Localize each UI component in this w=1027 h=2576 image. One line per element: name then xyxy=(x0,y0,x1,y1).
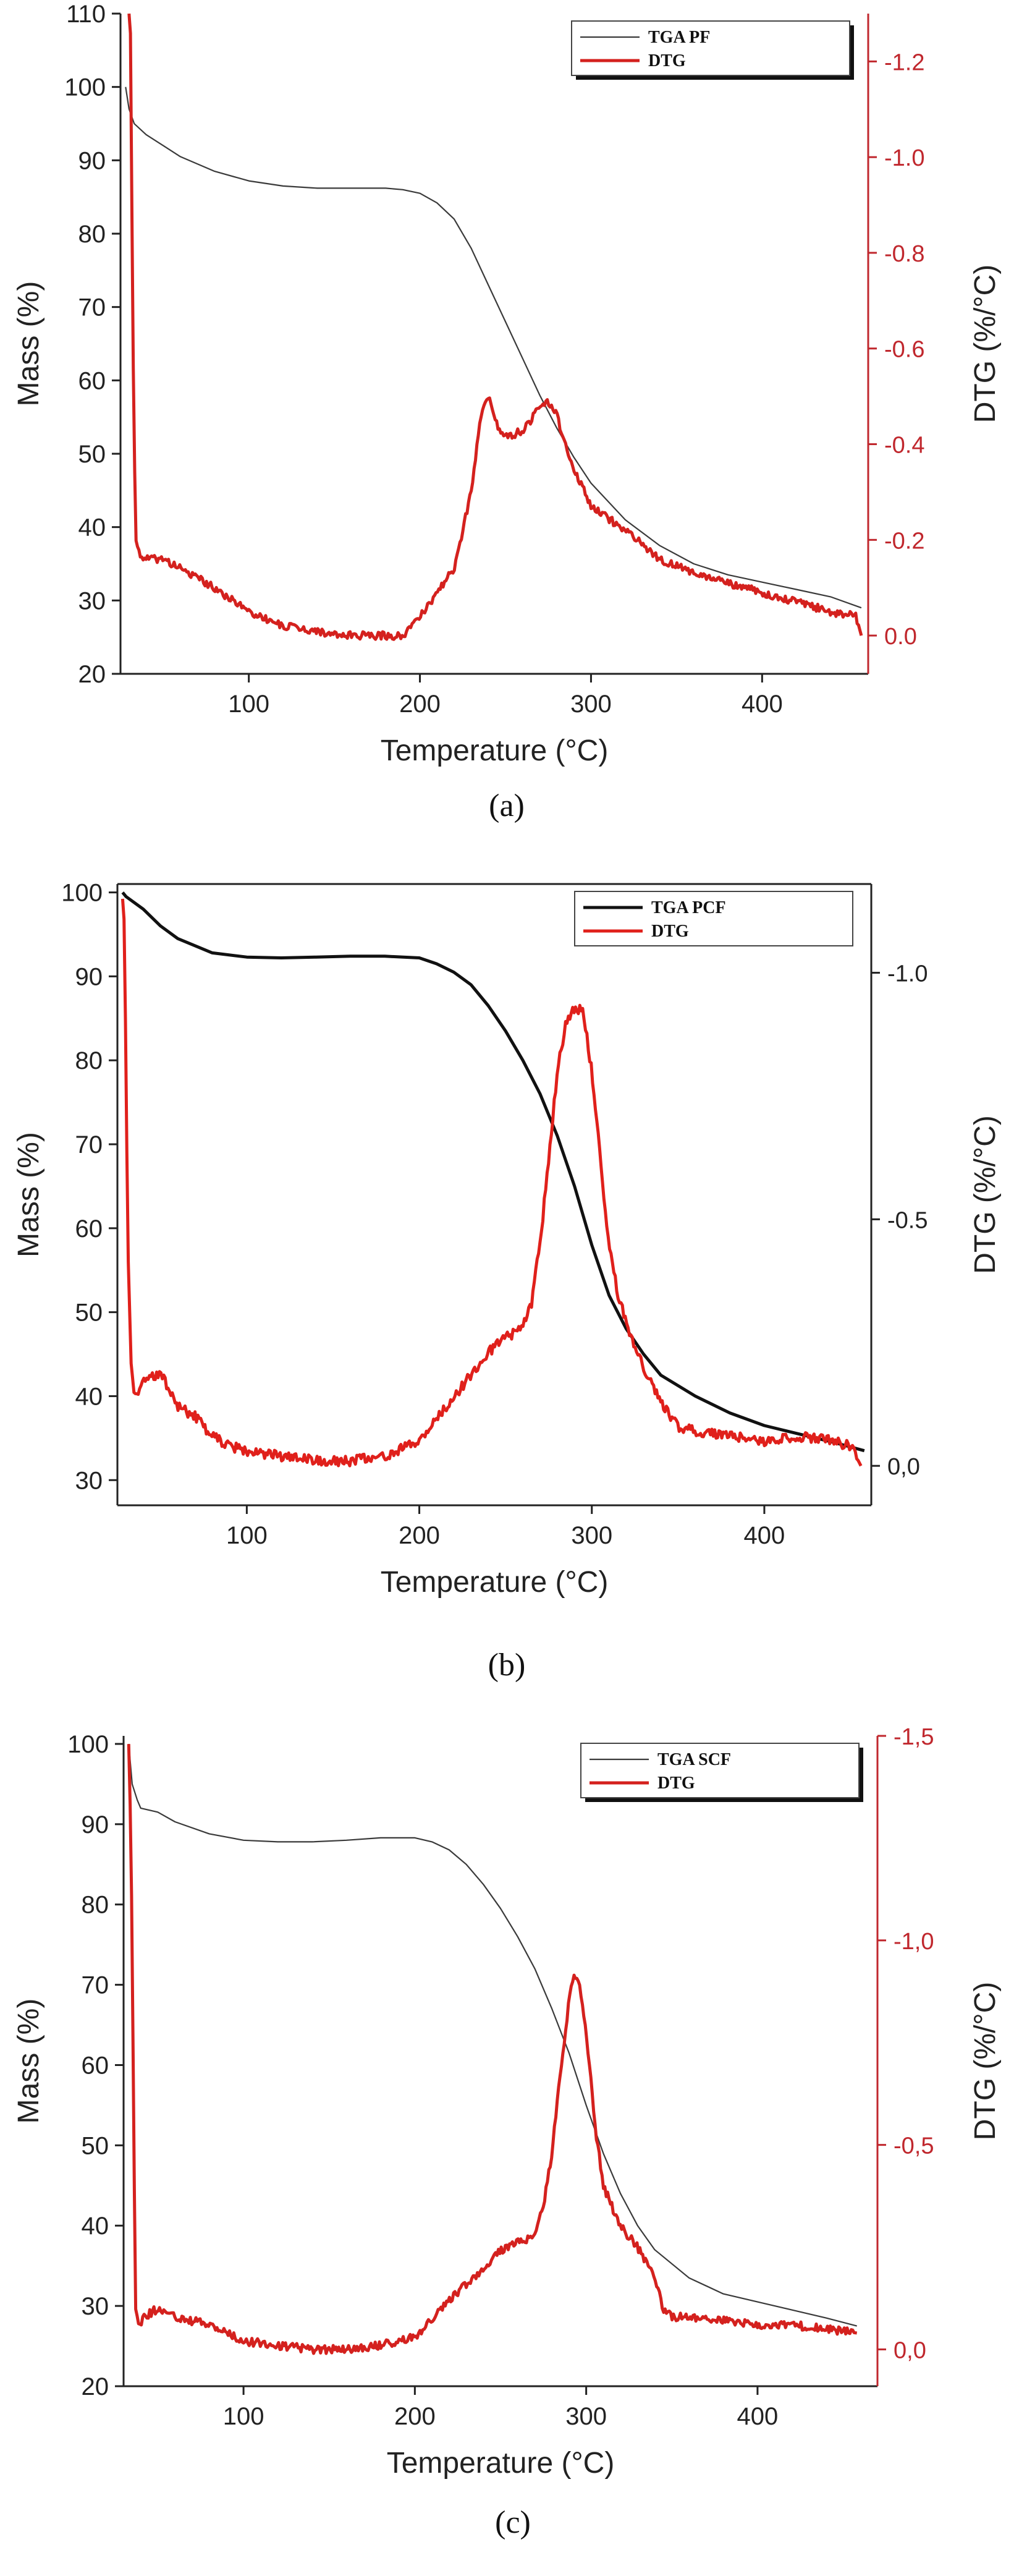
y2-tick-label: -0.8 xyxy=(884,241,924,267)
legend-label: DTG xyxy=(657,1774,695,1793)
legend-box xyxy=(571,20,850,76)
y-tick-label: 70 xyxy=(75,1131,103,1158)
y-tick-label: 50 xyxy=(78,441,106,468)
y-tick-label: 80 xyxy=(78,221,106,248)
x-tick-label: 100 xyxy=(223,2403,264,2430)
series-1-line xyxy=(127,13,863,641)
y2-tick-label: -1.2 xyxy=(884,49,924,75)
y-tick-label: 90 xyxy=(78,147,106,174)
y-tick-label: 60 xyxy=(82,2052,109,2079)
panel-label: (c) xyxy=(495,2505,531,2540)
y2-tick-label: 0.0 xyxy=(884,624,917,650)
y-tick-label: 50 xyxy=(75,1299,103,1327)
series-1-line xyxy=(120,898,863,1468)
y-tick-label: 50 xyxy=(82,2132,109,2159)
x-axis-title: Temperature (°C) xyxy=(381,734,609,767)
series-0-line xyxy=(128,1743,857,2327)
x-tick-label: 300 xyxy=(570,691,612,718)
series-0-line xyxy=(125,87,862,609)
y-tick-label: 80 xyxy=(75,1047,103,1074)
y-tick-label: 20 xyxy=(82,2373,109,2400)
y-tick-label: 40 xyxy=(78,514,106,542)
y2-tick-label: 0,0 xyxy=(894,2337,926,2363)
x-tick-label: 200 xyxy=(394,2403,436,2430)
y-tick-label: 100 xyxy=(67,1731,109,1758)
chart-c: 100 200 300 400 20 30 40 50 60 70 80 90 100 0,0 -0,5 -1… xyxy=(12,1724,1002,2540)
y-tick-label: 60 xyxy=(78,367,106,394)
y-tick-label: 110 xyxy=(66,1,106,28)
panel-label: (b) xyxy=(488,1647,526,1683)
y-tick-label: 80 xyxy=(82,1892,109,1919)
y2-tick-label: -0.5 xyxy=(887,1207,928,1233)
legend-label: TGA SCF xyxy=(657,1750,731,1769)
legend-label: DTG xyxy=(648,51,686,70)
legend-label: TGA PCF xyxy=(651,898,726,917)
y-tick-label: 90 xyxy=(75,963,103,990)
y-tick-label: 70 xyxy=(82,1972,109,1999)
y2-tick-label: 0,0 xyxy=(887,1454,920,1480)
x-axis-title: Temperature (°C) xyxy=(381,1566,609,1599)
chart-b: 100 200 300 400 30 40 50 60 70 80 90 100 0,0 -0.5 -1.0… xyxy=(12,880,1002,1683)
y-tick-label: 70 xyxy=(78,294,106,321)
y2-tick-label: -1,5 xyxy=(894,1724,934,1750)
y2-tick-label: -0.4 xyxy=(884,433,924,459)
legend-label: DTG xyxy=(651,922,689,941)
y2-axis-title: DTG (%/°C) xyxy=(969,1982,1002,2141)
y2-axis-title: DTG (%/°C) xyxy=(969,1115,1002,1274)
x-tick-label: 400 xyxy=(737,2403,779,2430)
y-tick-label: 30 xyxy=(75,1467,103,1494)
x-tick-label: 400 xyxy=(742,691,783,718)
x-axis-title: Temperature (°C) xyxy=(387,2447,615,2480)
x-tick-label: 200 xyxy=(399,691,441,718)
y-tick-label: 30 xyxy=(82,2293,109,2320)
y-axis-title: Mass (%) xyxy=(12,281,45,407)
legend-box xyxy=(580,1743,860,1798)
y-tick-label: 40 xyxy=(82,2213,109,2240)
y-axis-title: Mass (%) xyxy=(12,1132,45,1257)
y-tick-label: 40 xyxy=(75,1383,103,1410)
y-axis-title: Mass (%) xyxy=(12,1999,45,2124)
y-tick-label: 30 xyxy=(78,587,106,614)
y2-tick-label: -1.0 xyxy=(884,145,924,171)
x-tick-label: 100 xyxy=(228,691,269,718)
series-0-line xyxy=(121,891,865,1453)
y2-tick-label: -0,5 xyxy=(894,2133,934,2159)
series-1-line xyxy=(127,1744,858,2355)
y-tick-label: 100 xyxy=(64,74,106,101)
legend-box xyxy=(574,891,853,946)
y-tick-label: 60 xyxy=(75,1215,103,1243)
y-tick-label: 20 xyxy=(78,661,106,688)
chart-a: 100 200 300 400 20 30 40 50 60 70 80 90 100 110 0.0 -0.… xyxy=(12,1,1002,823)
legend-label: TGA PF xyxy=(648,28,710,47)
y-tick-label: 100 xyxy=(61,880,103,907)
x-tick-label: 300 xyxy=(571,1522,612,1549)
y2-axis-title: DTG (%/°C) xyxy=(969,265,1002,423)
x-tick-label: 200 xyxy=(399,1522,440,1549)
x-tick-label: 300 xyxy=(565,2403,607,2430)
panel-label: (a) xyxy=(489,788,525,823)
y2-tick-label: -1.0 xyxy=(887,961,928,987)
y-tick-label: 90 xyxy=(82,1811,109,1838)
x-tick-label: 400 xyxy=(744,1522,785,1549)
x-tick-label: 100 xyxy=(226,1522,268,1549)
y2-tick-label: -1,0 xyxy=(894,1929,934,1955)
y2-tick-label: -0.2 xyxy=(884,528,924,554)
y2-tick-label: -0.6 xyxy=(884,337,924,363)
